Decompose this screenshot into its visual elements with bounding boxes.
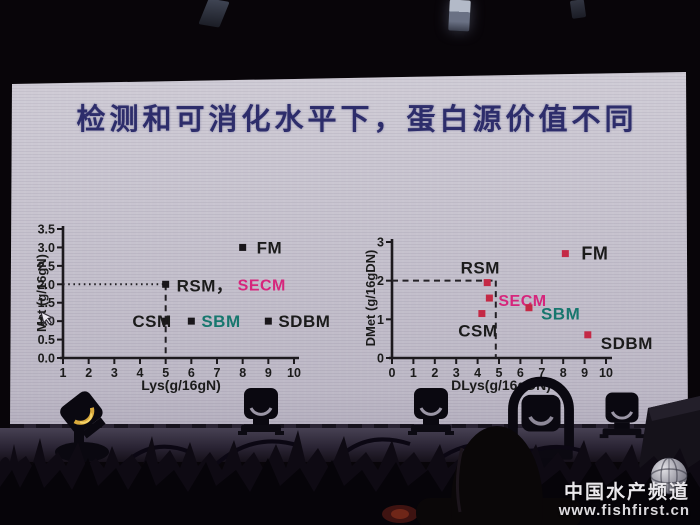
scatter-point-RSM bbox=[162, 280, 170, 288]
y-axis-label: DMet (g/16gDN) bbox=[363, 250, 378, 347]
watermark-title: 中国水产频道 bbox=[563, 481, 690, 503]
y-axis-label: Met (g/16gN) bbox=[34, 254, 49, 332]
y-tick-label: 0 bbox=[377, 352, 384, 366]
x-tick-label: 1 bbox=[60, 366, 67, 380]
scatter-point-SBM bbox=[187, 317, 195, 325]
x-tick-label: 6 bbox=[517, 366, 524, 380]
y-tick-label: 3 bbox=[377, 236, 384, 250]
x-tick-label: 8 bbox=[560, 366, 567, 380]
point-label-FM: FM bbox=[581, 244, 608, 264]
mouse-cursor-icon bbox=[40, 310, 54, 325]
projection-screen bbox=[10, 72, 688, 432]
x-tick-label: 3 bbox=[111, 366, 118, 380]
person-head-silhouette bbox=[416, 426, 582, 525]
y-tick-label: 2 bbox=[377, 274, 384, 288]
y-tick-label: 3.0 bbox=[38, 241, 55, 255]
point-label-CSM: CSM bbox=[458, 322, 497, 341]
x-axis-label: Lys(g/16gN) bbox=[141, 377, 221, 393]
screen-bottom-edge bbox=[10, 424, 688, 429]
x-tick-label: 2 bbox=[85, 366, 92, 380]
y-tick-label: 2.0 bbox=[38, 278, 55, 292]
scatter-point-FM bbox=[239, 243, 247, 251]
scatter-point-SDBM bbox=[584, 331, 592, 339]
red-glow bbox=[391, 509, 409, 519]
y-tick-label: 1.5 bbox=[38, 296, 55, 310]
x-tick-label: 2 bbox=[431, 366, 438, 380]
point-label-SECM: SECM bbox=[498, 293, 546, 310]
point-label-SBM: SBM bbox=[201, 312, 240, 331]
scatter-point-RSM bbox=[483, 279, 491, 287]
point-label-SDBM: SDBM bbox=[278, 312, 330, 331]
x-tick-label: 10 bbox=[599, 366, 613, 380]
y-tick-label: 2.5 bbox=[38, 259, 55, 273]
x-tick-label: 6 bbox=[188, 366, 195, 380]
point-label-SBM: SBM bbox=[541, 305, 580, 324]
light-pole bbox=[74, 430, 84, 452]
x-tick-label: 4 bbox=[474, 366, 481, 380]
x-tick-label: 0 bbox=[389, 366, 396, 380]
moving-head-light-icon bbox=[238, 388, 284, 435]
scatter-point-SECM bbox=[485, 294, 493, 302]
x-tick-label: 9 bbox=[265, 366, 272, 380]
point-label-SDBM: SDBM bbox=[601, 334, 653, 353]
x-tick-label: 3 bbox=[453, 366, 460, 380]
point-label-CSM: CSM bbox=[132, 312, 171, 331]
x-tick-label: 7 bbox=[214, 366, 221, 380]
point-label-SECM: SECM bbox=[238, 277, 286, 294]
globe-icon bbox=[650, 457, 688, 495]
watermark: 中国水产频道 www.fishfirst.cn bbox=[558, 457, 690, 519]
x-tick-label: 1 bbox=[410, 366, 417, 380]
light-base bbox=[55, 442, 109, 462]
x-tick-label: 9 bbox=[581, 366, 588, 380]
scatter-point-CSM bbox=[162, 317, 170, 325]
axis-line bbox=[389, 239, 612, 360]
y-tick-label: 0.5 bbox=[38, 333, 55, 347]
watermark-url: www.fishfirst.cn bbox=[558, 501, 690, 519]
point-label-FM: FM bbox=[257, 238, 283, 257]
y-tick-label: 0.0 bbox=[38, 352, 55, 366]
x-tick-label: 5 bbox=[162, 366, 169, 380]
scatter-point-CSM bbox=[478, 310, 486, 318]
slide-title: 检测和可消化水平下，蛋白源价值不同 bbox=[76, 104, 638, 136]
moving-head-light-icon bbox=[408, 388, 454, 435]
point-label-RSM: RSM， bbox=[177, 276, 234, 295]
moving-head-light-icon bbox=[60, 391, 106, 439]
equipment-silhouette bbox=[648, 396, 700, 421]
moving-head-light-icon bbox=[599, 392, 645, 439]
scatter-point-FM bbox=[561, 250, 569, 258]
y-tick-label: 1 bbox=[377, 313, 384, 327]
point-label-RSM: RSM bbox=[461, 259, 500, 278]
x-tick-label: 10 bbox=[287, 366, 301, 380]
left-scatter-chart: 1 2 3 4 5 6 7 8 9 100.00.51.01.52.02.53.03.5Lys(g… bbox=[34, 223, 330, 394]
y-tick-label: 3.5 bbox=[38, 223, 55, 237]
x-tick-label: 7 bbox=[538, 366, 545, 380]
scatter-point-SDBM bbox=[264, 317, 272, 325]
scatter-point-SBM bbox=[525, 304, 533, 312]
x-tick-label: 4 bbox=[137, 366, 144, 380]
x-tick-label: 5 bbox=[496, 366, 503, 380]
x-tick-label: 8 bbox=[239, 366, 246, 380]
